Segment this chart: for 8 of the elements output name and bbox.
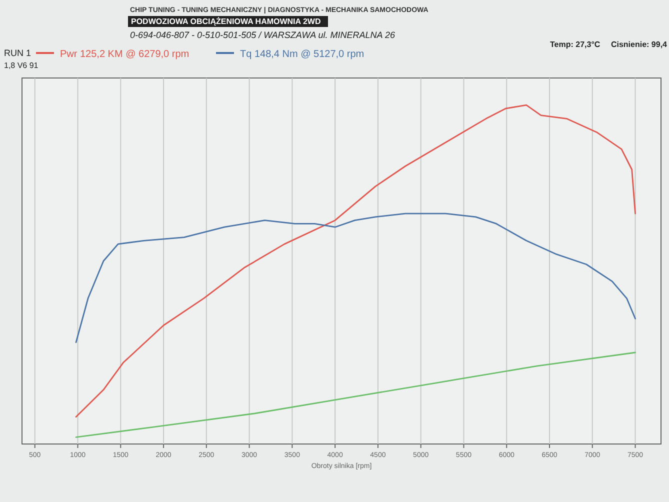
legend-label: Tq 148,4 Nm @ 5127,0 rpm [240, 49, 364, 60]
text: 1,8 V6 91 [4, 61, 39, 70]
text: Cisnienie: 99,4 [610, 40, 668, 49]
text: RUN 1 [4, 48, 32, 58]
legend-label: Pwr 125,2 KM @ 6279,0 rpm [60, 49, 190, 60]
chart-title: PODWOZIOWA OBCIĄŻENIOWA HAMOWNIA 2WD [131, 17, 321, 26]
text: Temp: 27,3°C [550, 40, 600, 49]
text: 0-694-046-807 - 0-510-501-505 / WARSZAWA ul. MINERALNA 26 [130, 30, 395, 40]
